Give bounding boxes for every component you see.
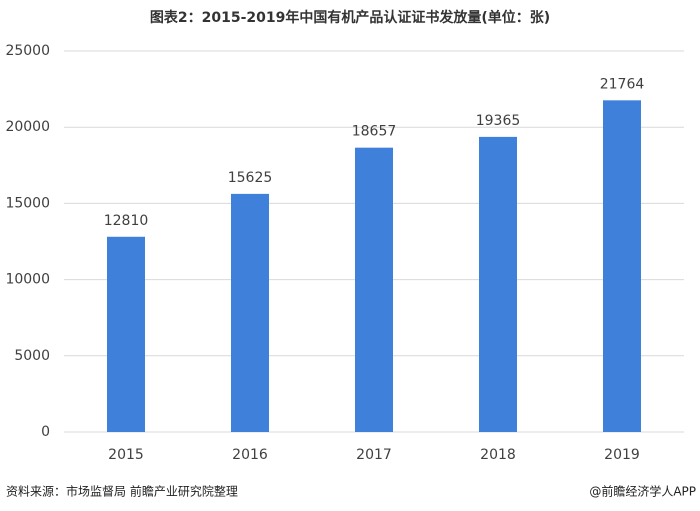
- y-tick-label: 25000: [5, 43, 50, 59]
- y-tick-label: 5000: [14, 348, 50, 364]
- data-label: 19365: [476, 113, 521, 129]
- bar: [231, 193, 269, 432]
- credit-note: @前瞻经济学人APP: [589, 484, 696, 499]
- data-label: 12810: [104, 213, 149, 229]
- y-tick-label: 20000: [5, 119, 50, 135]
- source-note: 资料来源：市场监督局 前瞻产业研究院整理: [6, 484, 238, 499]
- bar: [603, 100, 641, 432]
- y-tick-label: 15000: [5, 195, 50, 211]
- x-tick-label: 2015: [108, 447, 144, 463]
- y-tick-label: 0: [41, 424, 50, 440]
- data-label: 15625: [228, 170, 273, 186]
- y-tick-label: 10000: [5, 272, 50, 288]
- x-tick-label: 2019: [604, 447, 640, 463]
- data-label: 21764: [600, 76, 645, 92]
- bar: [107, 236, 145, 432]
- x-tick-label: 2017: [356, 447, 392, 463]
- x-tick-label: 2018: [480, 447, 516, 463]
- x-tick-label: 2016: [232, 447, 268, 463]
- data-label: 18657: [352, 124, 397, 140]
- bar: [355, 147, 393, 433]
- chart-title: 图表2：2015-2019年中国有机产品认证证书发放量(单位：张): [150, 9, 550, 26]
- bar: [479, 136, 517, 433]
